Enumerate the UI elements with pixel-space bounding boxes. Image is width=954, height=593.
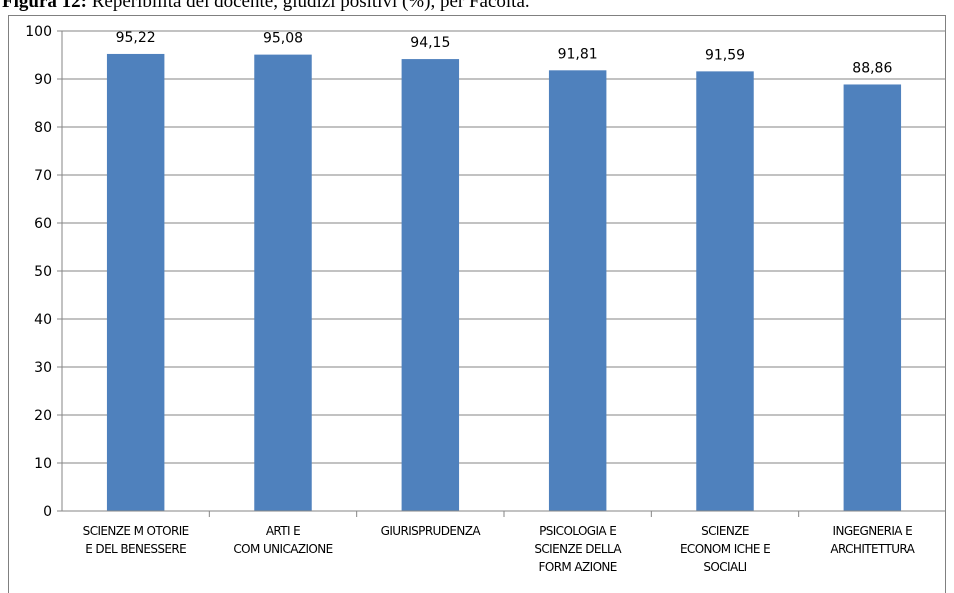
x-category-label-line: INGEGNERIA E — [833, 524, 913, 538]
x-category-label: PSICOLOGIA E SCIENZE DELLA FORM AZIONE — [534, 524, 622, 574]
bar-data-label: 91,81 — [558, 46, 598, 62]
y-tick-label: 0 — [43, 504, 52, 520]
y-tick-label: 70 — [34, 168, 52, 184]
x-category-label: INGEGNERIA E ARCHITETTURA — [830, 524, 915, 556]
gridlines — [62, 30, 946, 464]
figure-caption: Figura 12: Reperibilità del docente, giu… — [2, 0, 530, 13]
y-tick-label: 50 — [34, 264, 52, 280]
figure-number: Figura 12: — [2, 0, 87, 12]
x-category-label-line: SCIENZE — [701, 524, 749, 538]
figure-caption-text: Reperibilità del docente, giudizi positi… — [86, 0, 530, 12]
y-tick-label: 80 — [34, 120, 52, 136]
bar — [401, 59, 460, 512]
x-category-label-line: PSICOLOGIA E — [539, 524, 616, 538]
y-tick-label: 90 — [34, 72, 52, 88]
x-category-label-line: COM UNICAZIONE — [233, 542, 332, 556]
bar-data-label: 91,59 — [705, 47, 745, 63]
bar — [106, 53, 165, 511]
x-category-label: SCIENZE ECONOM ICHE E SOCIALI — [680, 524, 770, 574]
bar-data-label: 95,08 — [263, 31, 303, 47]
x-category-label-line: SCIENZE M OTORIE — [83, 524, 189, 538]
bar — [254, 54, 312, 512]
bar-data-label: 94,15 — [410, 35, 450, 51]
x-category-label-line: SCIENZE DELLA — [534, 542, 622, 556]
x-category-label-line: ECONOM ICHE E — [680, 542, 770, 556]
bar-data-label: 95,22 — [116, 30, 156, 46]
y-tick-label: 60 — [34, 216, 52, 232]
x-category-label: ARTI E COM UNICAZIONE — [233, 524, 332, 556]
x-category-label-line: E DEL BENESSERE — [85, 542, 186, 556]
y-axis-ticks: 0 10 20 30 40 50 60 70 80 90 100 — [25, 24, 62, 520]
x-category-label-line: ARCHITETTURA — [830, 542, 915, 556]
x-category-label: SCIENZE M OTORIE E DEL BENESSERE — [83, 524, 189, 556]
x-category-label-line: ARTI E — [266, 524, 300, 538]
bar — [696, 71, 754, 512]
y-tick-label: 30 — [34, 360, 52, 376]
chart-frame — [8, 15, 946, 593]
y-tick-label: 100 — [25, 24, 52, 40]
x-category-label-line: GIURISPRUDENZA — [381, 524, 482, 538]
bars — [106, 53, 902, 512]
x-axis-categories: SCIENZE M OTORIE E DEL BENESSERE ARTI E COM… — [83, 511, 916, 574]
bar-data-label: 88,86 — [852, 60, 892, 76]
x-category-label-line: FORM AZIONE — [539, 560, 617, 574]
data-labels: 95,22 95,08 94,15 91,81 91,59 88,86 — [116, 30, 893, 77]
bar — [548, 70, 607, 511]
y-tick-label: 10 — [34, 456, 52, 472]
x-category-label: GIURISPRUDENZA — [381, 524, 482, 538]
bar — [843, 84, 902, 512]
y-tick-label: 40 — [34, 312, 52, 328]
x-category-label-line: SOCIALI — [703, 560, 746, 574]
y-tick-label: 20 — [34, 408, 52, 424]
